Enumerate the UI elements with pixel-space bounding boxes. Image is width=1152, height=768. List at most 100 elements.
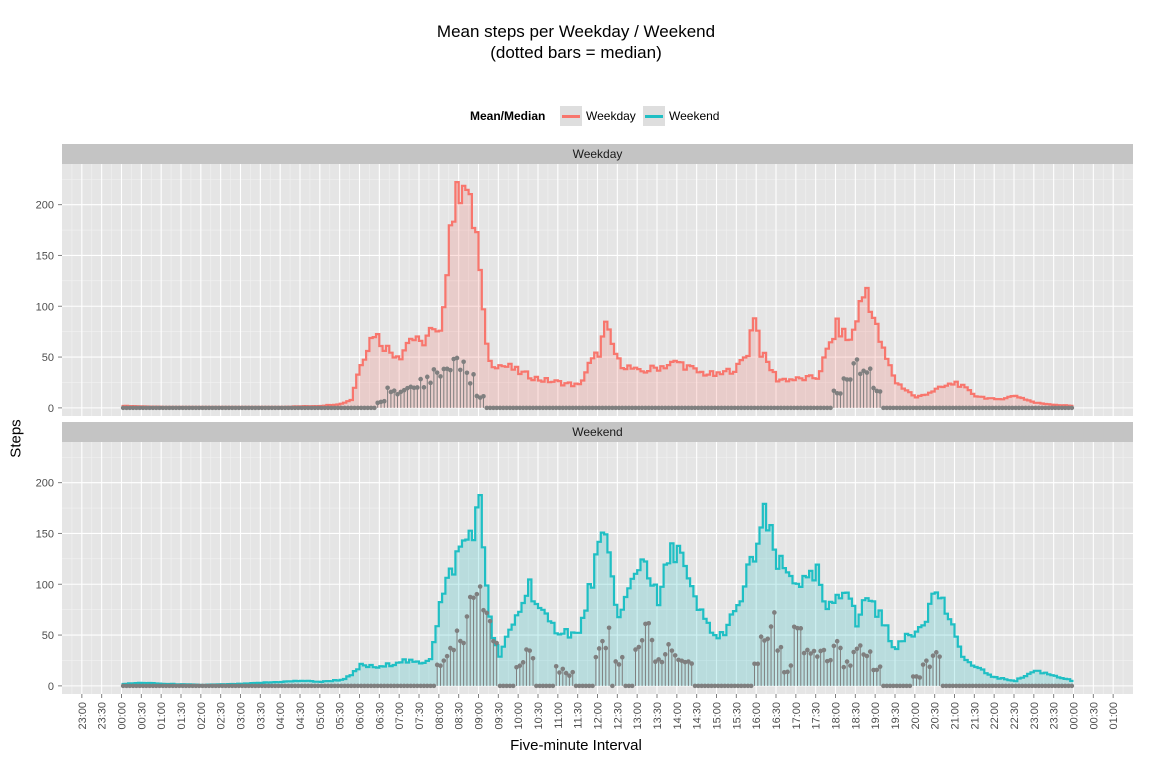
median-point [907,405,913,411]
median-point [454,628,460,634]
median-point [709,405,714,411]
median-point [497,683,503,689]
median-point [1049,405,1055,411]
median-point [167,405,172,411]
median-point [289,405,295,411]
median-point [530,655,536,661]
median-point [583,683,589,689]
median-point [662,652,668,657]
median-point [778,644,784,650]
median-point [1036,683,1042,689]
median-point [623,683,628,689]
median-point [1046,683,1052,689]
y-tick-label: 50 [42,352,54,364]
median-point [325,683,331,689]
median-point [507,683,513,689]
median-point [223,405,228,411]
median-point [213,405,219,411]
median-point [226,405,232,411]
x-tick-label: 20:00 [910,702,922,730]
median-point [1016,683,1022,689]
median-point [772,610,777,615]
median-point [1053,405,1058,411]
median-point [302,405,308,411]
x-tick-label: 00:00 [1069,702,1081,730]
median-point [259,405,265,411]
median-point [362,683,367,689]
x-tick-label: 10:00 [513,702,525,730]
median-point [358,683,364,689]
median-point [253,405,258,411]
median-point [276,683,281,689]
median-point [894,683,899,689]
median-point [755,405,761,411]
median-point [742,683,747,689]
median-point [927,664,933,670]
median-point [943,683,949,689]
median-point [1036,405,1042,411]
median-point [299,405,304,411]
median-point [200,405,205,411]
median-point [428,683,433,689]
median-point [828,657,833,663]
median-point [838,645,843,651]
median-point [375,683,380,689]
median-point [1026,683,1032,689]
median-point [824,405,830,411]
median-point [534,405,539,411]
median-point [266,683,271,689]
median-point [772,405,777,411]
median-point [686,405,691,411]
median-point [957,683,962,689]
median-point [421,385,427,390]
median-point [996,405,1002,411]
median-point [659,659,665,665]
x-tick-label: 03:30 [255,702,267,730]
median-point [781,405,787,411]
median-point [692,683,698,689]
x-tick-label: 17:30 [811,702,823,730]
median-point [755,661,761,667]
median-point [719,683,724,689]
median-point [464,614,470,619]
median-point [418,376,423,382]
median-point [738,405,744,411]
median-point [553,405,559,411]
median-point [190,405,195,411]
median-point [196,405,202,411]
median-point [1056,405,1061,411]
median-point [137,405,142,411]
median-point [864,653,870,659]
median-point [547,683,552,689]
median-point [745,405,751,411]
strip-label-weekday: Weekday [573,147,623,161]
median-point [206,683,212,689]
median-point [272,683,278,689]
median-point [504,405,509,411]
median-point [808,405,814,411]
median-point [305,405,311,411]
x-tick-label: 07:00 [394,702,406,730]
median-point [871,667,876,673]
median-point [844,377,850,382]
median-point [1056,683,1061,689]
median-point [854,357,860,362]
median-point [805,405,810,411]
median-point [517,663,523,668]
median-point [286,683,291,689]
median-point [183,683,189,689]
median-point [745,683,751,689]
median-point [696,683,701,689]
median-point [1019,405,1025,411]
median-point [722,405,728,411]
median-point [553,663,559,669]
median-point [983,683,989,689]
median-point [1016,405,1022,411]
strip-label-weekend: Weekend [572,425,622,439]
median-point [220,683,225,689]
median-point [752,405,757,411]
median-point [887,405,893,411]
median-point [368,405,374,411]
median-point [1053,683,1058,689]
